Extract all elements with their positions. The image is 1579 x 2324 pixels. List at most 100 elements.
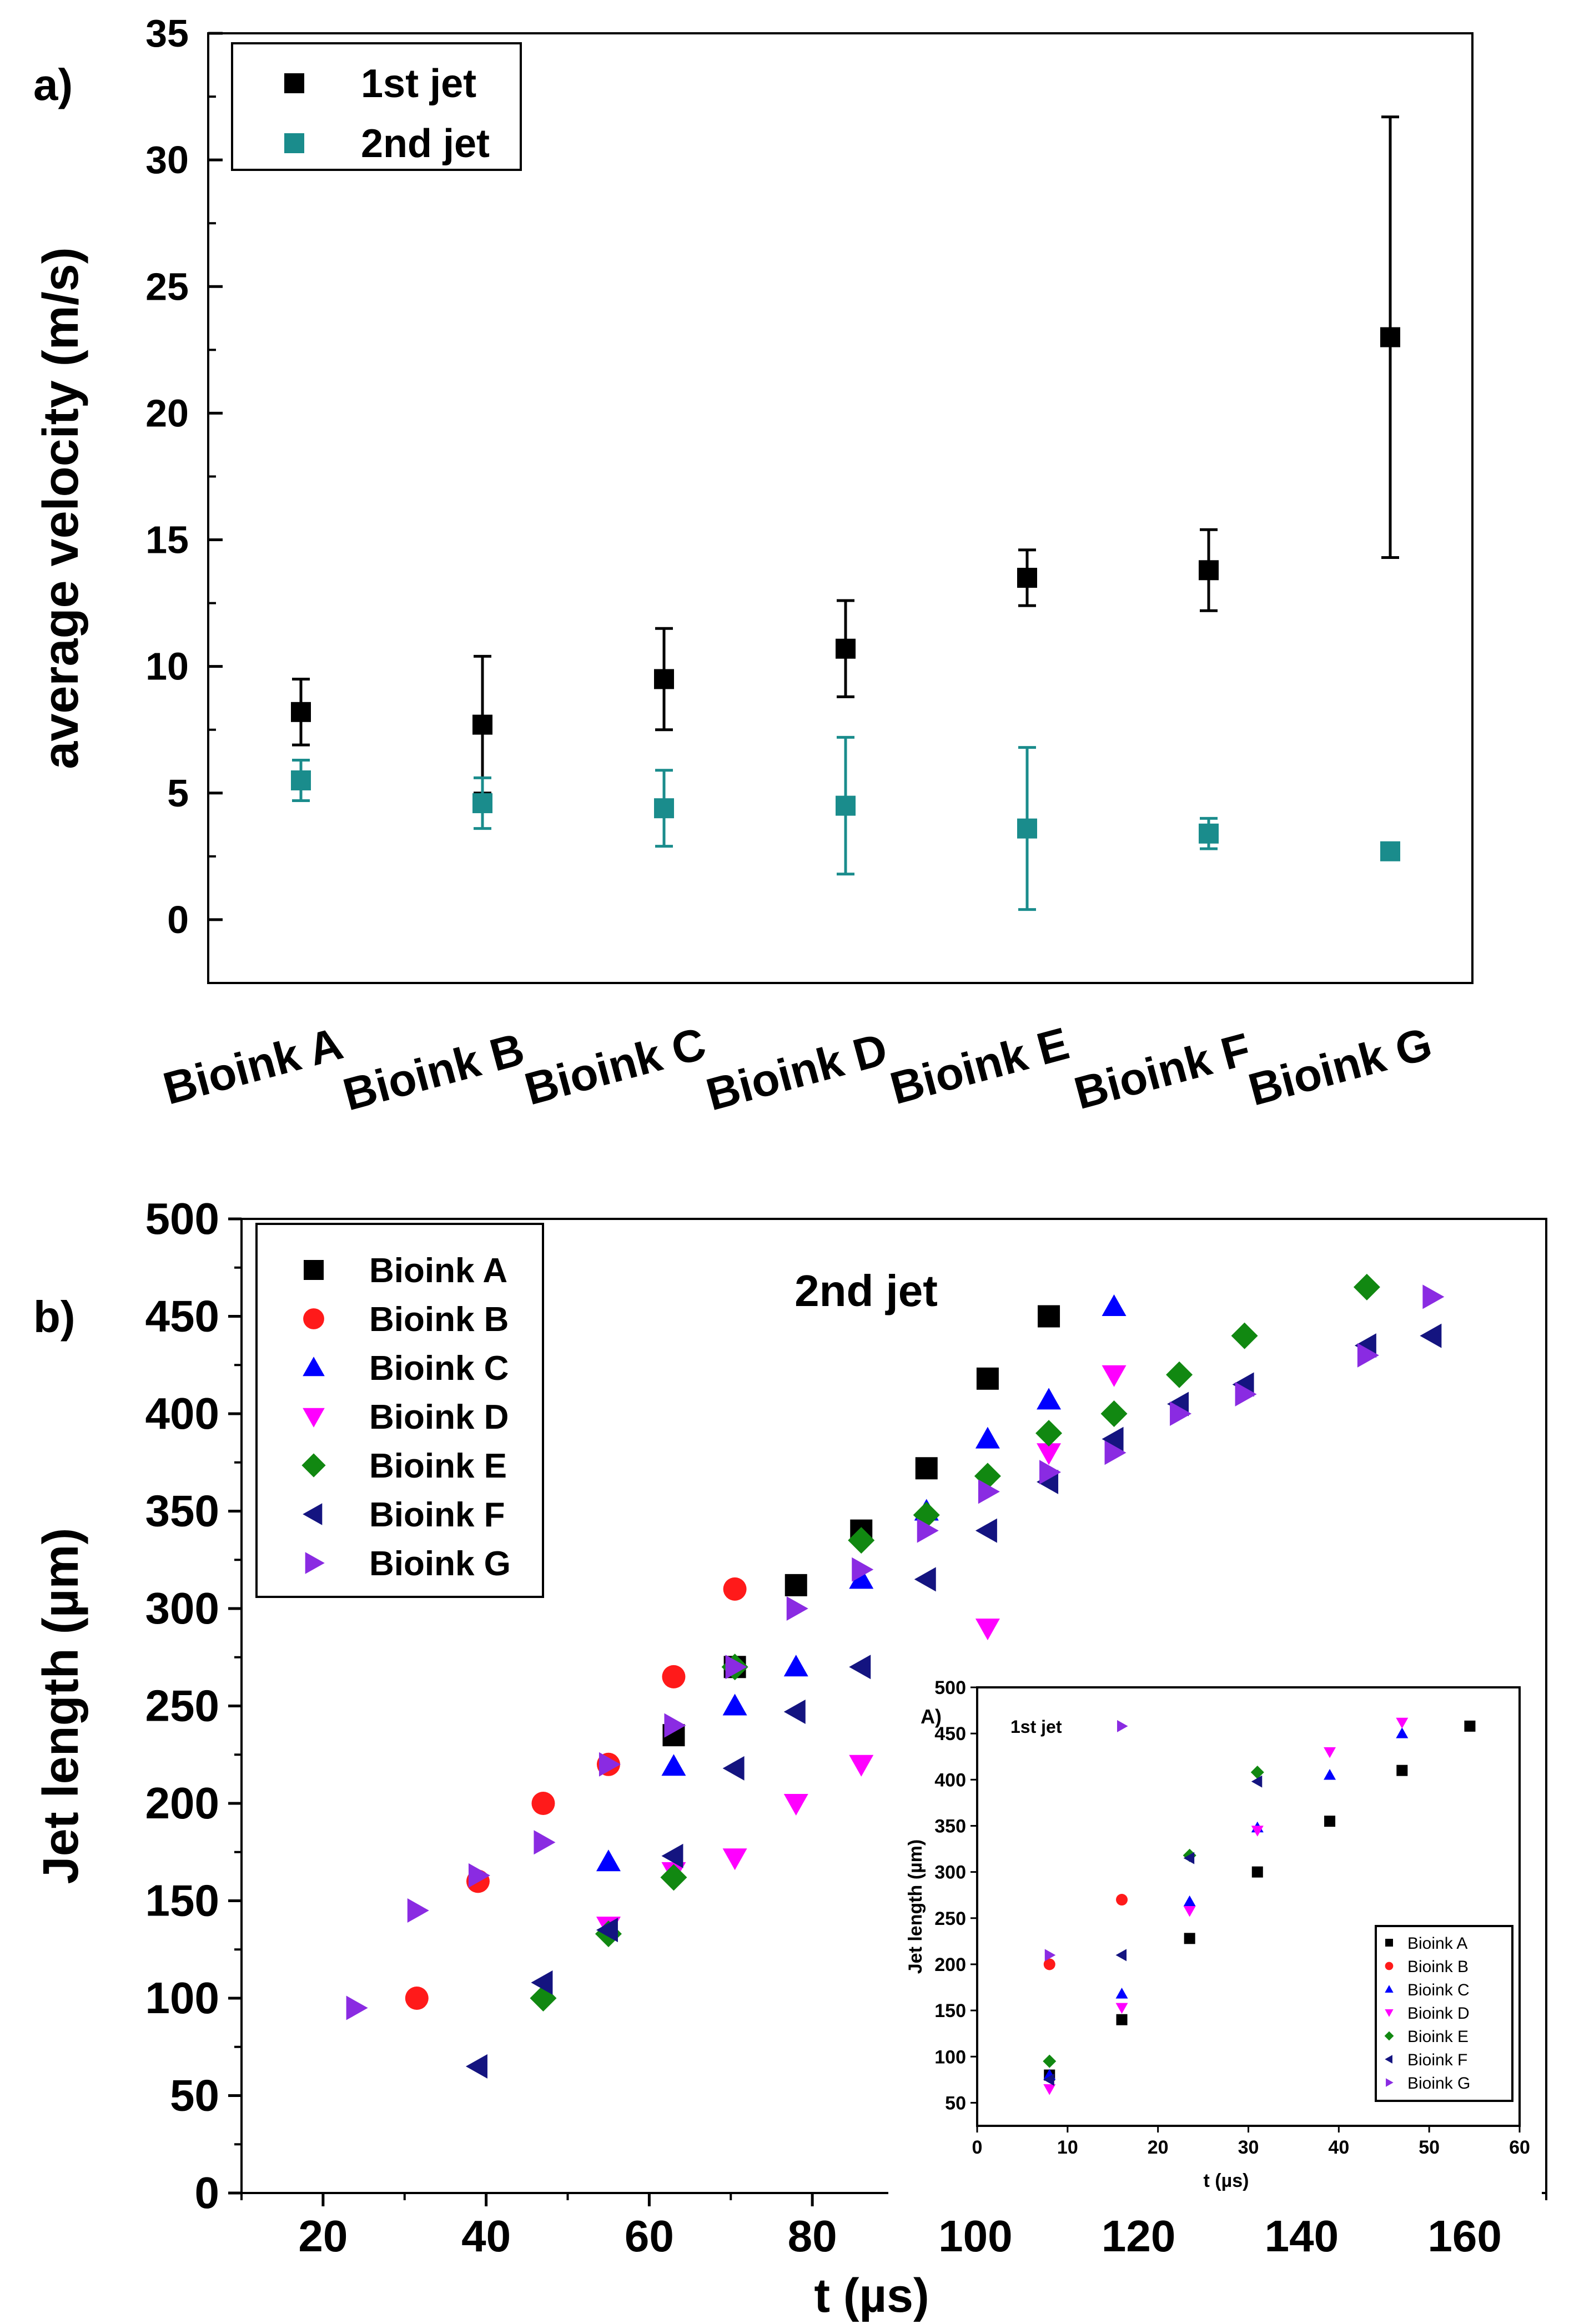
panel-a-first-jet-point [1380, 327, 1400, 347]
inset-a-legend-bioink-d-label: Bioink D [1407, 2004, 1470, 2023]
panel-b-bioink-c-point [975, 1426, 1000, 1449]
panel-a-legend-first-jet-label: 1st jet [361, 62, 476, 106]
panel-b-bioink-g-point [1039, 1460, 1062, 1485]
inset-a-bioink-a-point [1464, 1720, 1476, 1732]
inset-a-y-tick-label: 250 [934, 1908, 966, 1929]
panel-b-y-tick-label: 500 [145, 1194, 219, 1243]
panel-b-legend-bioink-f-marker [303, 1503, 323, 1525]
panel-b-bioink-g-point [852, 1557, 874, 1582]
panel-b-bioink-c-point [596, 1849, 621, 1872]
panel-b-bioink-f-point [783, 1700, 806, 1725]
panel-a-first-jet-point [1199, 560, 1219, 581]
panel-b-bioink-b-point [662, 1665, 686, 1688]
panel-a-second-jet-point [1380, 841, 1400, 861]
inset-a-bioink-b-point [1043, 1958, 1055, 1970]
panel-b-bioink-f-point [661, 1843, 683, 1868]
inset-a-x-tick-label: 20 [1148, 2137, 1169, 2158]
inset-a-legend-bioink-c-marker [1385, 1985, 1394, 1993]
panel-a-second-jet-point [291, 770, 311, 790]
inset-a-legend-bioink-a-label: Bioink A [1407, 1934, 1467, 1953]
panel-b-bioink-d-point [722, 1848, 747, 1871]
panel-b-bioink-d-point [1102, 1365, 1127, 1387]
inset-a-bioink-d-point [1251, 1826, 1264, 1837]
panel-b-bioink-g-point [1235, 1382, 1257, 1407]
panel-b-bioink-f-point [975, 1518, 997, 1543]
panel-b-legend-bioink-d-marker [303, 1408, 325, 1428]
inset-a-x-tick-label: 60 [1509, 2137, 1530, 2158]
panel-b-bioink-d-point [849, 1755, 874, 1777]
panel-b-x-tick-label: 20 [298, 2211, 348, 2261]
panel-b-legend-bioink-e-marker [301, 1453, 326, 1478]
inset-a-bioink-a-point [1396, 1765, 1408, 1776]
panel-a-letter: a) [33, 60, 73, 109]
inset-a-bioink-f-point [1043, 2073, 1054, 2086]
inset-a-legend-bioink-e-marker [1384, 2031, 1394, 2041]
panel-b-legend-bioink-c-label: Bioink C [369, 1349, 509, 1388]
inset-a-legend-bioink-d-marker [1385, 2009, 1394, 2017]
inset-a-bioink-c-point [1396, 1727, 1409, 1738]
panel-a-first-jet-point [472, 714, 492, 735]
panel-a-y-tick-label: 30 [145, 138, 189, 182]
panel-b-bioink-b-point [405, 1987, 429, 2010]
inset-a-bioink-g-point [1117, 1720, 1128, 1732]
panel-b-bioink-f-point [1420, 1323, 1442, 1348]
panel-b-bioink-f-point [465, 2054, 487, 2079]
panel-a-category-label: Bioink C [520, 1018, 711, 1115]
panel-a-second-jet-point [472, 793, 492, 814]
panel-b-legend-bioink-e-label: Bioink E [369, 1447, 507, 1485]
inset-a-bioink-d-point [1043, 2084, 1056, 2095]
inset-a-y-tick-label: 100 [934, 2046, 966, 2068]
inset-a-y-tick-label: 50 [945, 2093, 966, 2114]
inset-a-y-axis-label: Jet length (µm) [905, 1839, 926, 1974]
panel-b-bioink-g-point [534, 1830, 556, 1855]
panel-b-y-tick-label: 350 [145, 1486, 219, 1536]
inset-a-background [888, 1665, 1542, 2220]
panel-a-category-label: Bioink E [885, 1018, 1074, 1114]
panel-b-bioink-g-point [1104, 1440, 1127, 1465]
panel-b-y-axis-label: Jet length (µm) [33, 1528, 89, 1884]
inset-a-x-tick-label: 40 [1328, 2137, 1349, 2158]
inset-a-bioink-c-point [1183, 1895, 1196, 1907]
panel-b-bioink-a-point [976, 1367, 999, 1390]
panel-b-bioink-c-point [783, 1655, 808, 1677]
panel-b-y-tick-label: 250 [145, 1681, 219, 1731]
panel-b-x-axis-label: t (µs) [814, 2269, 929, 2322]
inset-a-legend-bioink-b-marker [1385, 1962, 1394, 1970]
panel-b-legend-bioink-b-marker [303, 1308, 324, 1329]
inset-a-y-tick-label: 500 [934, 1677, 966, 1698]
inset-a-bioink-d-point [1115, 2003, 1128, 2014]
inset-a-letter: A) [921, 1705, 942, 1728]
panel-b-legend-bioink-d-label: Bioink D [369, 1398, 509, 1436]
inset-a-y-tick-label: 150 [934, 2000, 966, 2021]
panel-a-y-tick-label: 5 [167, 772, 189, 815]
panel-b-bioink-f-point [722, 1756, 745, 1781]
inset-a-legend-bioink-g-label: Bioink G [1407, 2074, 1470, 2093]
panel-b-y-tick-label: 100 [145, 1973, 219, 2023]
panel-a-y-tick-label: 25 [145, 265, 189, 308]
panel-b-legend-bioink-b-label: Bioink B [369, 1300, 509, 1339]
panel-b-x-tick-label: 60 [625, 2211, 674, 2261]
inset-a-y-tick-label: 350 [934, 1816, 966, 1837]
panel-b-legend-bioink-c-marker [303, 1357, 325, 1377]
inset-a-bioink-d-point [1324, 1747, 1336, 1758]
panel-b-bioink-a-point [785, 1574, 807, 1596]
panel-a-y-tick-label: 35 [145, 12, 189, 55]
panel-b-bioink-g-point [978, 1479, 1000, 1504]
inset-a-bioink-f-point [1251, 1775, 1263, 1788]
inset-a-x-tick-label: 10 [1057, 2137, 1078, 2158]
panel-a-category-label: Bioink A [158, 1018, 348, 1114]
panel-b-x-tick-label: 80 [788, 2211, 837, 2261]
panel-b-bioink-e-point [660, 1864, 687, 1891]
inset-a-legend-bioink-a-marker [1385, 1939, 1393, 1947]
inset-a-bioink-c-point [1324, 1769, 1336, 1780]
panel-b-bioink-g-point [1422, 1284, 1445, 1309]
panel-b-y-tick-label: 200 [145, 1778, 219, 1828]
panel-b-bioink-e-point [1353, 1273, 1380, 1300]
inset-a-legend-bioink-f-label: Bioink F [1407, 2051, 1467, 2069]
inset-a-legend-bioink-f-marker [1385, 2055, 1392, 2064]
inset-a-bioink-a-point [1324, 1816, 1336, 1827]
inset-a-bioink-d-point [1183, 1905, 1196, 1917]
panel-b-bioink-b-point [531, 1792, 555, 1815]
panel-b-bioink-c-point [849, 1567, 874, 1589]
panel-b-legend-bioink-g-label: Bioink G [369, 1545, 511, 1583]
